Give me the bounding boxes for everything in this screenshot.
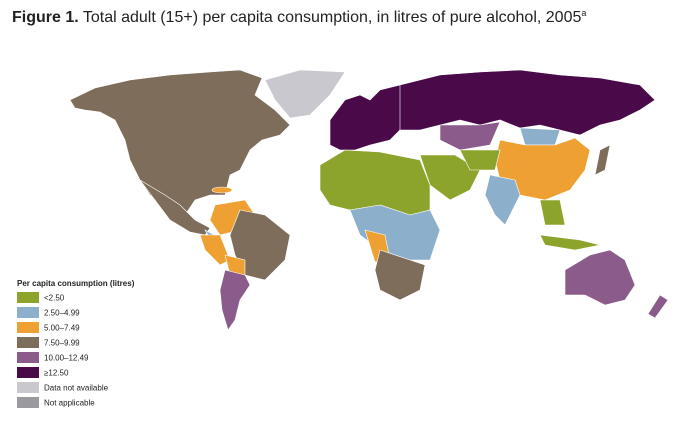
legend-label: ≥12.50	[44, 369, 69, 378]
mongolia	[519, 127, 561, 146]
map-regions	[69, 69, 669, 331]
title-text: Total adult (15+) per capita consumption…	[83, 9, 582, 26]
greenland	[264, 69, 346, 119]
peru	[199, 234, 231, 266]
legend-label: Data not available	[44, 384, 109, 393]
legend-swatch	[17, 307, 39, 318]
kazakhstan	[439, 121, 501, 151]
legend-swatch	[17, 397, 39, 408]
russia	[399, 69, 656, 136]
title: Figure 1. Total adult (15+) per capita c…	[12, 8, 586, 26]
australia	[564, 249, 636, 306]
caribbean	[211, 186, 233, 194]
central-africa	[349, 204, 441, 261]
legend-label: 10.00–12.49	[44, 354, 89, 363]
argentina-chile	[219, 269, 251, 331]
legend-swatch	[17, 352, 39, 363]
legend-label: <2.50	[44, 294, 65, 303]
legend-title: Per capita consumption (litres)	[17, 279, 135, 288]
legend-label: 2.50–4.99	[44, 309, 80, 318]
new-zealand	[647, 294, 669, 319]
southeast-asia	[539, 199, 566, 226]
legend-swatch	[17, 322, 39, 333]
legend-swatch	[17, 337, 39, 348]
legend-swatch	[17, 292, 39, 303]
legend-label: 5.00–7.49	[44, 324, 80, 333]
legend-label: Not applicable	[44, 399, 95, 408]
figure-label: Figure 1.	[12, 9, 79, 26]
legend-swatch	[17, 382, 39, 393]
southern-africa	[374, 249, 426, 301]
central-asia	[459, 149, 501, 171]
indonesia	[539, 234, 601, 251]
india	[484, 174, 521, 226]
north-africa	[319, 149, 431, 216]
north-america	[69, 69, 291, 216]
legend-label: 7.50–9.99	[44, 339, 80, 348]
legend: Per capita consumption (litres) <2.50 2.5…	[17, 279, 135, 408]
japan	[594, 144, 611, 176]
legend-swatch	[17, 367, 39, 378]
title-superscript: a	[581, 8, 586, 18]
europe	[329, 84, 406, 151]
